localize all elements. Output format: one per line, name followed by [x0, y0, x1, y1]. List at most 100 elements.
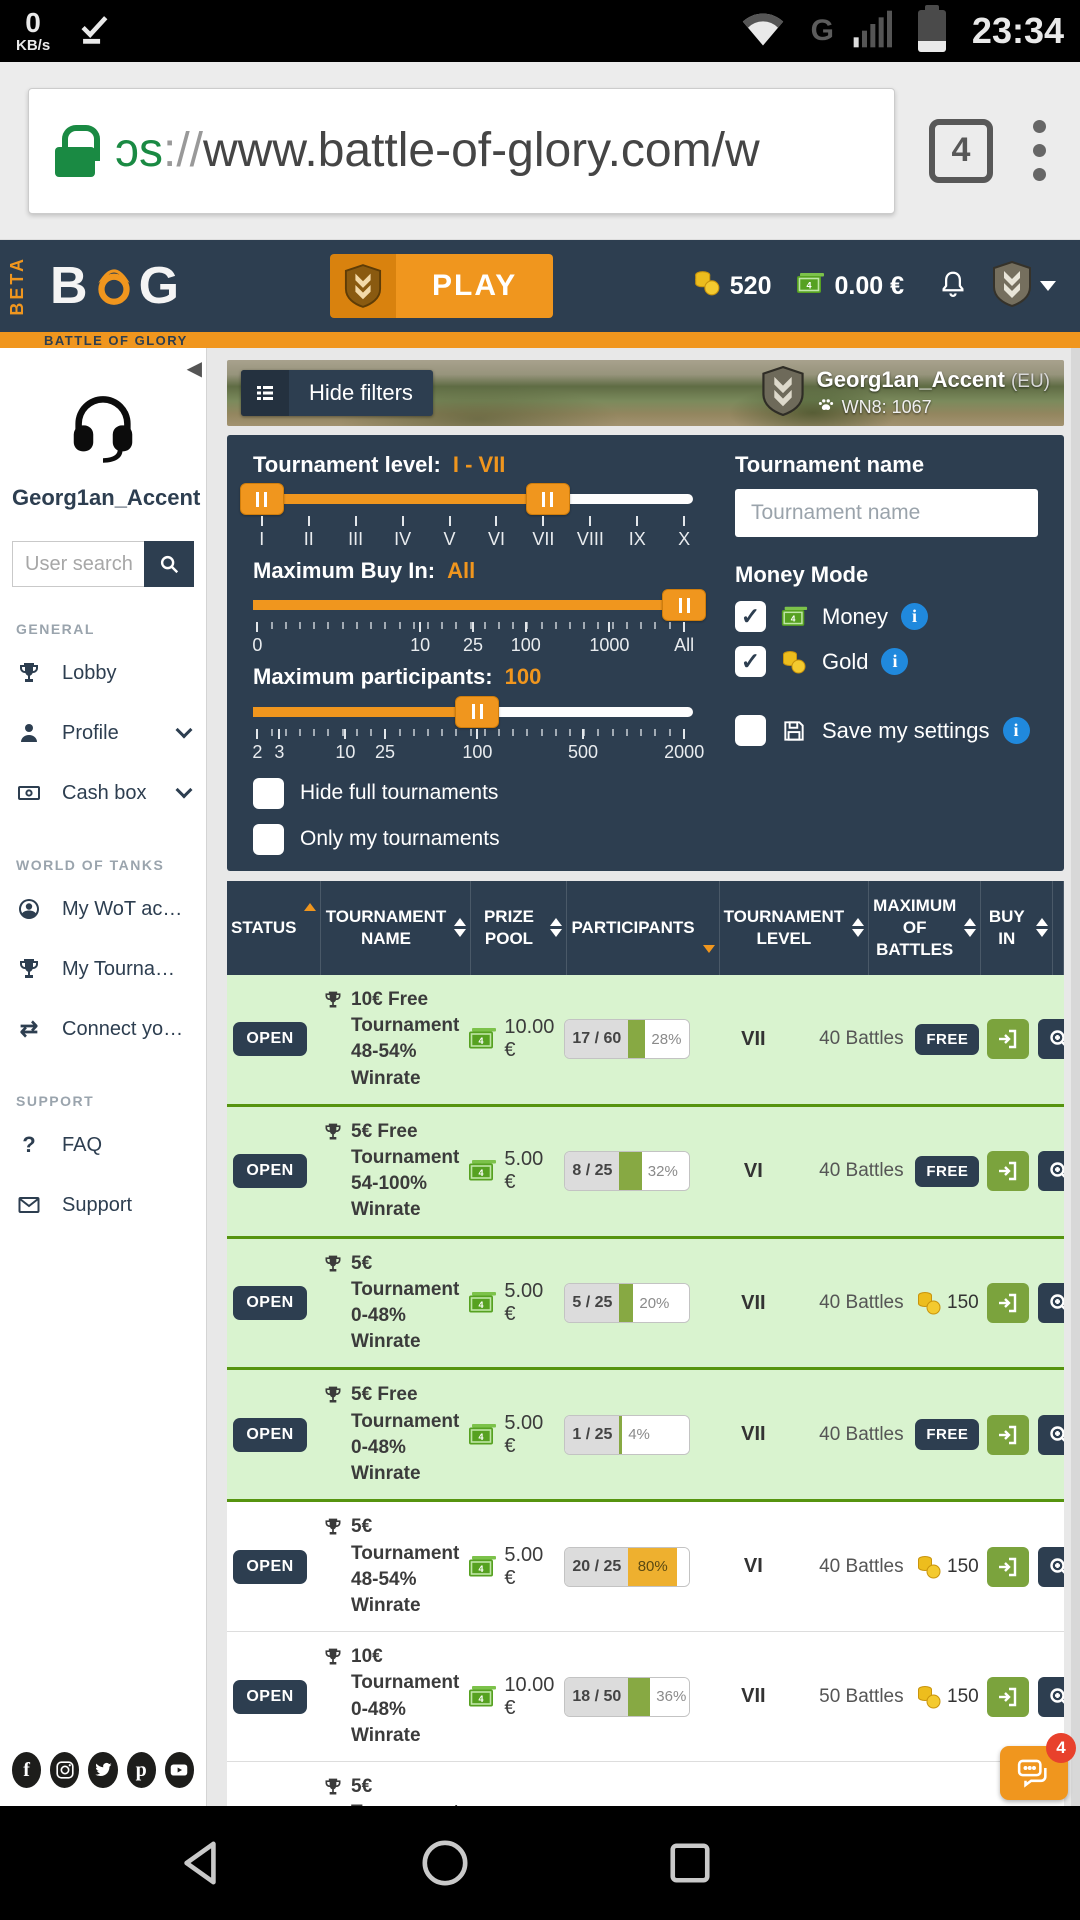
prize-pool-value: 5.00 € [504, 1280, 544, 1326]
save-settings-option[interactable]: Save my settings i [735, 715, 1038, 747]
checkbox-save[interactable] [735, 715, 766, 747]
hide-filters-label: Hide filters [309, 380, 413, 405]
money-info-icon[interactable]: i [901, 603, 929, 631]
join-tournament-button[interactable] [987, 1283, 1030, 1324]
column-header-buy-in[interactable]: BUY IN [981, 880, 1054, 975]
slider-handle[interactable] [239, 483, 284, 516]
sidebar-item-profile[interactable]: Profile [12, 703, 194, 763]
chat-widget-button[interactable]: 4 [1000, 1733, 1076, 1800]
svg-text:4: 4 [479, 1168, 484, 1178]
only-my-tournaments-option[interactable]: Only my tournaments [253, 823, 693, 855]
user-search-button[interactable] [144, 541, 194, 587]
buyin-free-badge: FREE [915, 1155, 980, 1187]
home-button[interactable] [420, 1838, 470, 1888]
twitter-icon[interactable] [88, 1752, 118, 1788]
sort-desc-icon [702, 944, 715, 953]
max-participants-slider[interactable] [253, 695, 693, 728]
pinterest-icon[interactable]: p [126, 1752, 156, 1788]
hide-full-tournaments-option[interactable]: Hide full tournaments [253, 777, 693, 809]
sidebar-item-faq[interactable]: ? FAQ [12, 1115, 194, 1175]
tournament-name-input[interactable] [735, 489, 1038, 538]
column-header-status[interactable]: STATUS [227, 880, 322, 975]
scrollbar[interactable] [1071, 348, 1080, 1806]
notifications-bell-icon[interactable] [938, 268, 968, 305]
view-tournament-button[interactable] [1038, 1283, 1064, 1324]
table-row[interactable]: OPEN 5€ Tournament 0-48% Winrate 4 5.00 € 5 … [227, 1238, 1064, 1371]
mail-icon [16, 1192, 42, 1218]
svg-text:4: 4 [479, 1694, 484, 1704]
column-header-participants[interactable]: PARTICIPANTS [567, 880, 720, 975]
join-tournament-button[interactable] [987, 1019, 1030, 1060]
slider-handle[interactable] [525, 483, 570, 516]
view-tournament-button[interactable] [1038, 1151, 1064, 1192]
money-balance: 4 0.00 € [795, 270, 904, 303]
status-badge: OPEN [233, 1679, 307, 1714]
play-button[interactable]: PLAY [330, 254, 554, 318]
site-logo[interactable]: B G [50, 257, 181, 315]
checkbox-money[interactable] [735, 601, 766, 633]
youtube-icon[interactable] [164, 1752, 195, 1788]
sidebar-collapse-icon[interactable]: ◀ [186, 358, 202, 380]
sidebar-item-connect-your-gaming-a[interactable]: ⇄ Connect your gaming a... [12, 999, 194, 1059]
view-tournament-button[interactable] [1038, 1019, 1064, 1060]
column-header-actions[interactable] [1053, 880, 1064, 975]
table-row[interactable]: OPEN 5€ Tournament 48-54% Winrate 4 5.00 € 2… [227, 1502, 1064, 1633]
user-search-input[interactable] [12, 541, 144, 587]
money-mode-gold-option[interactable]: Gold i [735, 646, 1038, 678]
checkbox-hide-full[interactable] [253, 777, 284, 809]
download-complete-icon [76, 12, 110, 51]
browser-menu-button[interactable] [1027, 114, 1052, 187]
checkbox-only-my[interactable] [253, 823, 284, 855]
join-tournament-button[interactable] [987, 1546, 1030, 1587]
table-row[interactable]: OPEN 5€ Free Tournament 54-100% Winrate 4 5… [227, 1106, 1064, 1239]
buyin-free-badge: FREE [915, 1023, 980, 1055]
join-tournament-button[interactable] [987, 1676, 1030, 1717]
slider-handle[interactable] [662, 589, 707, 622]
gold-coins-icon [779, 649, 809, 675]
column-header-maximum-of-battles[interactable]: MAXIMUM OF BATTLES [869, 880, 982, 975]
url-bar[interactable]: ɔs://www.battle-of-glory.com/w [28, 87, 895, 214]
view-tournament-button[interactable] [1038, 1414, 1064, 1455]
sidebar-item-label: My WoT accounts [62, 897, 190, 920]
tab-counter-button[interactable]: 4 [929, 118, 993, 183]
back-button[interactable] [177, 1838, 223, 1888]
participants-percent: 28% [651, 1030, 682, 1048]
gold-info-icon[interactable]: i [881, 648, 909, 676]
participants-meter: 18 / 50 36% [564, 1676, 691, 1717]
tournament-level-slider[interactable] [239, 483, 693, 516]
join-tournament-button[interactable] [987, 1414, 1030, 1455]
checkbox-gold[interactable] [735, 646, 766, 678]
sidebar-item-lobby[interactable]: Lobby [12, 643, 194, 703]
table-row[interactable]: OPEN 5€ Free Tournament 0-48% Winrate 4 5.0… [227, 1370, 1064, 1503]
column-header-tournament-level[interactable]: TOURNAMENT LEVEL [720, 880, 870, 975]
column-header-tournament-name[interactable]: TOURNAMENT NAME [321, 880, 472, 975]
sidebar-item-cash-box[interactable]: Cash box [12, 763, 194, 823]
carrier-indicator: G [810, 14, 834, 47]
table-row[interactable]: OPEN 10€ Tournament 0-48% Winrate 4 10.00 €… [227, 1632, 1064, 1763]
chevron-down-icon [1040, 281, 1056, 291]
save-info-icon[interactable]: i [1002, 717, 1030, 745]
view-tournament-button[interactable] [1038, 1546, 1064, 1587]
sort-icons [454, 918, 467, 938]
sidebar-item-label: Connect your gaming a... [62, 1017, 190, 1040]
instagram-icon[interactable] [50, 1752, 80, 1788]
join-tournament-button[interactable] [987, 1151, 1030, 1192]
column-header-prize-pool[interactable]: PRIZE POOL [471, 880, 568, 975]
table-header: STATUS TOURNAMENT NAME PRIZE POOL PARTICIPA… [227, 880, 1064, 975]
sidebar-item-my-tournaments[interactable]: My Tournaments [12, 939, 194, 999]
max-buyin-slider[interactable] [253, 589, 707, 622]
slider-handle[interactable] [455, 695, 500, 728]
sidebar-item-my-wot-accounts[interactable]: My WoT accounts [12, 879, 194, 939]
money-mode-money-option[interactable]: 4 Money i [735, 601, 1038, 633]
wot-shield-icon [330, 254, 397, 318]
header-banner: Hide filters Georg1an_Accent (EU) WN8: 10… [227, 360, 1064, 426]
facebook-icon[interactable]: f [12, 1752, 42, 1788]
table-row[interactable]: OPEN 10€ Free Tournament 48-54% Winrate 4 1… [227, 974, 1064, 1107]
tournament-level: VII [741, 1423, 766, 1446]
account-menu[interactable] [992, 260, 1056, 312]
recents-button[interactable] [667, 1838, 713, 1888]
view-tournament-button[interactable] [1038, 1676, 1064, 1717]
sidebar-item-support[interactable]: Support [12, 1175, 194, 1235]
hide-filters-button[interactable]: Hide filters [241, 370, 433, 416]
